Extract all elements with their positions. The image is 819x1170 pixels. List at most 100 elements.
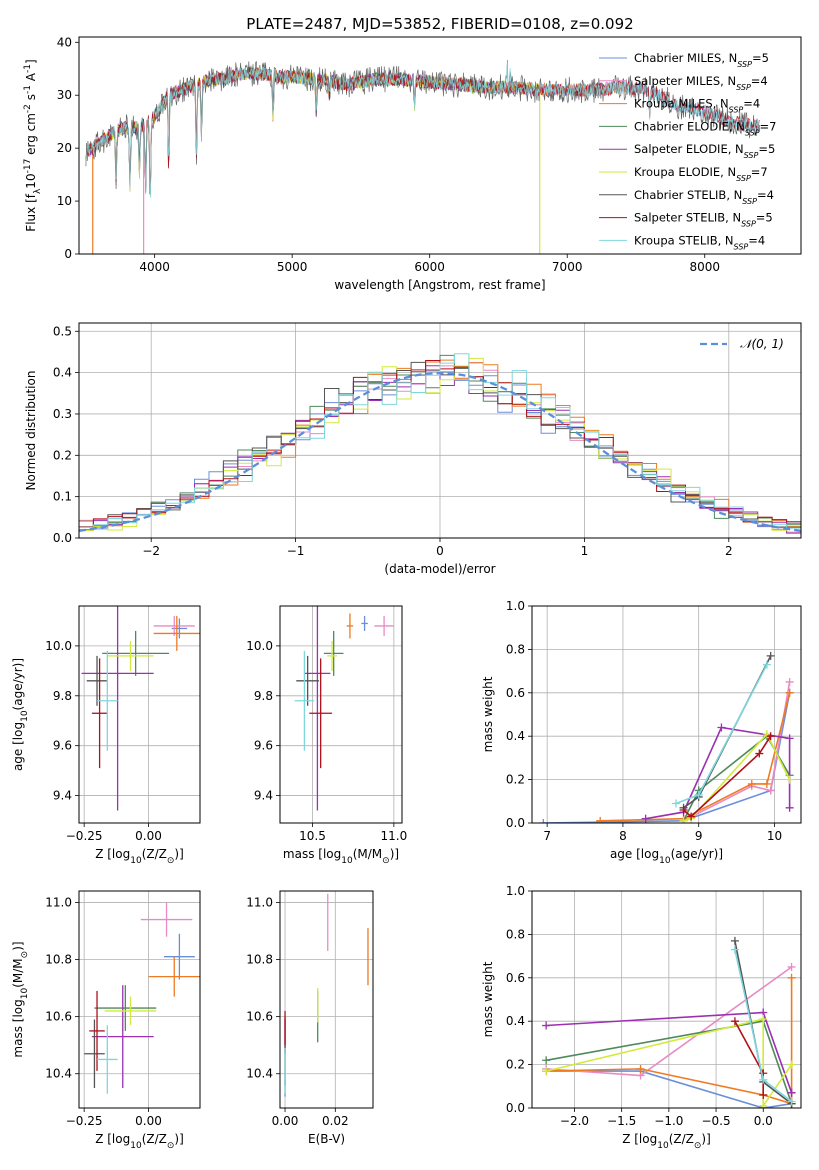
- legend-subscript: SSP: [745, 128, 760, 137]
- axis-label-part: )]: [701, 1132, 710, 1146]
- axis-label-part: )]: [174, 1132, 183, 1146]
- axis-label-part: Flux [f: [24, 193, 38, 231]
- weight-line-kroupa_elodie: [683, 732, 791, 822]
- weight-marker-salpeter_elodie: [542, 1021, 551, 1030]
- y-tick-label: 0: [64, 247, 72, 261]
- x-tick-label: −1.5: [607, 1114, 636, 1128]
- normal-curve: [79, 371, 801, 532]
- weight-marker-salpeter_elodie: [785, 734, 794, 743]
- x-tick-label: 0.0: [754, 1114, 773, 1128]
- x-axis-label: (data-model)/error: [384, 562, 495, 576]
- weight-marker-kroupa_stelib: [671, 799, 680, 808]
- y-tick-label: 0.6: [506, 971, 525, 985]
- legend-label-kroupa_stelib: Kroupa STELIB, NSSP=4: [634, 233, 765, 251]
- y-tick-label: 10.6: [45, 1010, 72, 1024]
- axis-label-part: (Z/Z: [142, 847, 167, 861]
- axis-label-part: mass [log: [11, 999, 25, 1057]
- legend-text: Chabrier MILES, N: [634, 51, 737, 65]
- y-axis-label: mass weight: [481, 961, 495, 1037]
- weight-marker-kroupa_miles: [762, 779, 771, 788]
- y-tick-label: 0.8: [506, 642, 525, 656]
- y-tick-label: 0.0: [506, 816, 525, 830]
- weight-marker-kroupa_elodie: [787, 1060, 796, 1069]
- x-tick-label: 11.0: [381, 829, 408, 843]
- weight-marker-kroupa_elodie: [759, 1101, 768, 1108]
- panel-age_vs_mass: 10.5 11.0 9.4 9.6 9.8 10.0 mass [log10(M/M⊙)]: [246, 605, 408, 866]
- weight-marker-kroupa_stelib: [759, 1075, 768, 1084]
- plot-area-weight_vs_Z: [532, 891, 801, 1108]
- weight-line-chabrier_miles: [543, 692, 791, 823]
- x-tick-label: 9: [695, 829, 703, 843]
- weight-marker-salpeter_stelib: [755, 749, 764, 758]
- axis-label-part: erg cm: [24, 113, 38, 159]
- y-tick-label: 10.4: [246, 1067, 273, 1081]
- legend-label-salpeter_stelib: Salpeter STELIB, NSSP=5: [634, 211, 773, 229]
- legend-subscript: SSP: [729, 105, 744, 114]
- x-tick-label: 7: [543, 829, 551, 843]
- axis-label-part: -1: [23, 85, 33, 94]
- axis-label-part: Normed distribution: [24, 371, 38, 491]
- axis-label-part: (age/yr)]: [671, 847, 723, 861]
- axis-label-part: (data-model)/error: [384, 562, 495, 576]
- y-axis-label: Normed distribution: [24, 371, 38, 491]
- legend-text: Salpeter ELODIE, N: [634, 142, 744, 156]
- x-tick-label: −0.25: [66, 829, 103, 843]
- axis-label-part: age [log: [11, 722, 25, 771]
- legend-suffix: =4: [748, 233, 765, 247]
- y-tick-label: 0.2: [506, 773, 525, 787]
- axis-label-part: Z [log: [95, 1132, 130, 1146]
- x-tick-label: 0.00: [135, 1114, 162, 1128]
- y-tick-label: 1.0: [506, 884, 525, 898]
- legend-text: Chabrier ELODIE, N: [634, 119, 745, 133]
- plot-area-mass_vs_ebv: [280, 891, 373, 1108]
- axis-label-part: (M/M: [353, 847, 382, 861]
- y-axis-label: Flux [fλ10-17 erg cm-2 s-1 A-1]: [23, 59, 43, 231]
- legend-label-kroupa_elodie: Kroupa ELODIE, NSSP=7: [634, 165, 768, 183]
- axis-label-part: )]: [390, 847, 399, 861]
- y-tick-label: 0.2: [506, 1058, 525, 1072]
- legend-text: Salpeter MILES, N: [634, 74, 736, 88]
- axis-label-part: A: [24, 72, 38, 85]
- weight-marker-kroupa_elodie: [542, 1067, 551, 1076]
- legend-suffix: =4: [751, 74, 768, 88]
- weight-line-kroupa_elodie: [546, 1017, 793, 1108]
- legend-text: Kroupa ELODIE, N: [634, 165, 736, 179]
- axis-label-part: ⊙: [20, 951, 30, 959]
- panel-age_vs_Z: −0.25 0.009.49.69.810.0Z [log10(Z/Z⊙)]age…: [11, 605, 201, 866]
- x-axis-label: Z [log10(Z/Z⊙)]: [95, 847, 184, 866]
- weight-marker-kroupa_stelib: [730, 945, 739, 954]
- y-tick-label: 0.8: [506, 927, 525, 941]
- y-tick-label: 0.1: [53, 490, 72, 504]
- axis-label-part: ⊙: [694, 1141, 702, 1151]
- panel-mass_vs_ebv: 0.00 0.02 10.4 10.6 10.8 11.0 E(B-V): [246, 890, 374, 1146]
- legend-suffix: =4: [757, 188, 774, 202]
- y-tick-label: 10.8: [246, 953, 273, 967]
- legend-label-chabrier_elodie: Chabrier ELODIE, NSSP=7: [634, 119, 776, 137]
- y-tick-label: 9.4: [254, 789, 273, 803]
- legend-suffix: =4: [743, 97, 760, 111]
- x-axis-label: mass [log10(M/M⊙)]: [283, 847, 399, 866]
- y-tick-label: 10.6: [246, 1010, 273, 1024]
- weight-marker-chabrier_stelib: [730, 936, 739, 945]
- axes-frame: [279, 890, 374, 1109]
- legend-label-kroupa_miles: Kroupa MILES, NSSP=4: [634, 97, 760, 115]
- axes-frame: [279, 605, 403, 824]
- spectrum-series-chabrier_stelib: [85, 60, 760, 195]
- weight-marker-kroupa_stelib: [787, 1097, 796, 1106]
- weight-marker-salpeter_miles: [766, 786, 775, 795]
- x-tick-label: −2: [142, 544, 160, 558]
- weight-marker-salpeter_elodie: [787, 1088, 796, 1097]
- x-tick-label: −2.0: [560, 1114, 589, 1128]
- weight-marker-salpeter_elodie: [641, 814, 650, 823]
- legend-label-normal: 𝒩(0, 1): [740, 337, 784, 351]
- y-tick-label: 9.4: [53, 789, 72, 803]
- axis-label-part: -1: [23, 64, 33, 73]
- axis-label-part: s: [24, 94, 38, 104]
- figure-title: PLATE=2487, MJD=53852, FIBERID=0108, z=0…: [246, 15, 633, 33]
- panel-spectrum: 4000 5000 6000 7000 8000 0 10 20 30 40 wavelength …: [23, 35, 802, 292]
- weight-marker-kroupa_miles: [636, 1064, 645, 1073]
- weight-marker-salpeter_elodie: [717, 723, 726, 732]
- x-tick-label: 0: [436, 544, 444, 558]
